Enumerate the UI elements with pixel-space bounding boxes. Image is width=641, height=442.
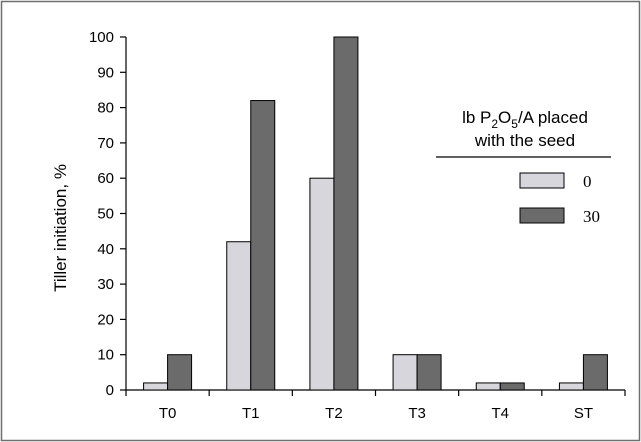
y-tick-label: 40	[97, 241, 114, 258]
x-axis: T0 T1 T2 T3 T4 ST	[125, 389, 626, 422]
bar-T1-series-0	[226, 241, 252, 391]
bar-T0-series-0	[143, 382, 169, 391]
bar-T3-series-0	[392, 354, 418, 391]
legend-title-line2: with the seed	[474, 131, 575, 150]
bar-ST-series-30	[582, 354, 608, 391]
y-tick-label: 60	[97, 170, 114, 187]
bars	[143, 36, 608, 391]
y-tick-label: 100	[89, 29, 114, 46]
bar-T0-series-30	[167, 354, 193, 391]
legend-label-30: 30	[583, 207, 600, 226]
y-tick-label: 90	[97, 64, 114, 81]
bar-T1-series-30	[250, 100, 276, 391]
y-tick-label: 30	[97, 276, 114, 293]
x-tick-label: T0	[159, 405, 177, 422]
y-tick-label: 0	[106, 382, 114, 399]
y-tick-label: 20	[97, 311, 114, 328]
bar-T2-series-0	[309, 177, 335, 391]
y-tick-label: 50	[97, 206, 114, 223]
y-axis-label: Tiller initiation, %	[51, 164, 70, 292]
y-tick-label: 70	[97, 135, 114, 152]
x-tick-label: ST	[574, 405, 593, 422]
bar-T4-series-30	[499, 382, 525, 391]
y-tick-label: 80	[97, 100, 114, 117]
legend-swatch-30	[519, 207, 565, 224]
y-tick-label: 10	[97, 347, 114, 364]
y-axis: 0 10 20 30 40 50 60 70 80 90 100	[89, 29, 127, 399]
bar-ST-series-0	[558, 382, 584, 391]
x-tick-label: T3	[408, 405, 426, 422]
legend: lb P2O5/A placed with the seed 0 30	[436, 108, 611, 226]
bar-T2-series-30	[333, 36, 359, 391]
x-tick-label: T1	[242, 405, 260, 422]
x-tick-label: T4	[491, 405, 509, 422]
x-tick-label: T2	[325, 405, 343, 422]
bar-T3-series-30	[416, 354, 442, 391]
bar-T4-series-0	[475, 382, 501, 391]
legend-label-0: 0	[583, 172, 592, 191]
legend-title-line1: lb P2O5/A placed	[462, 108, 588, 131]
legend-swatch-0	[519, 172, 565, 189]
